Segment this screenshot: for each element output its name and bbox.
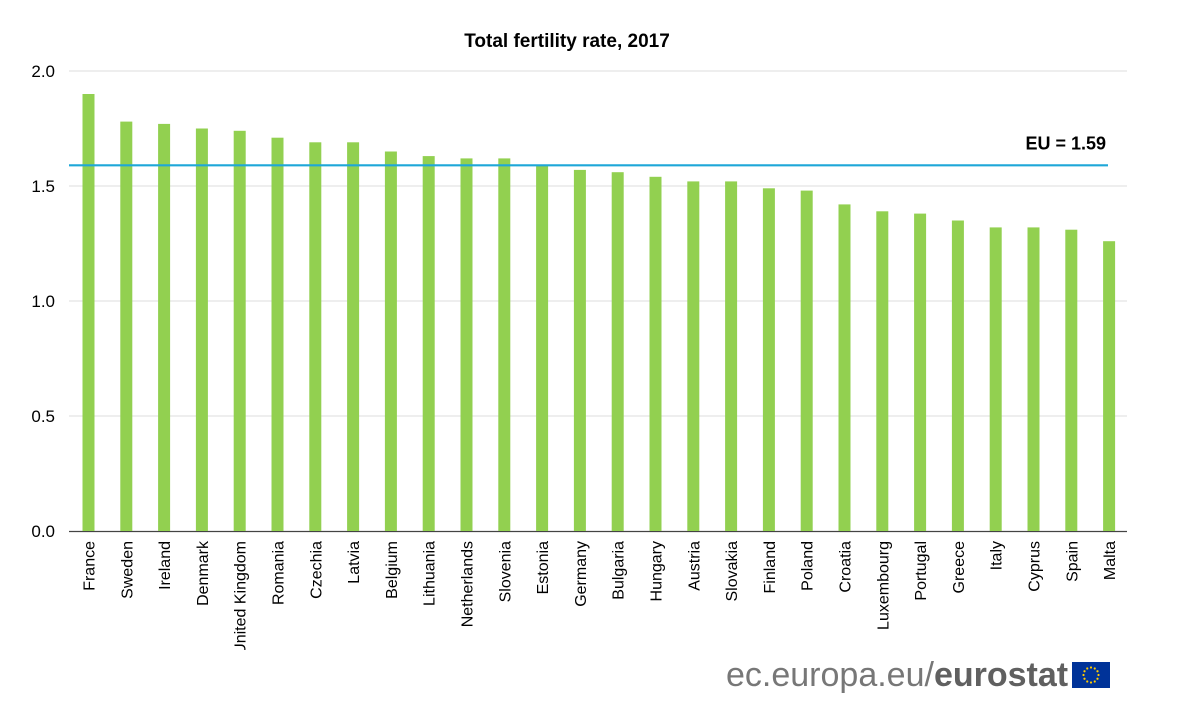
bar-estonia [536,165,549,532]
bar-slovenia [498,158,511,531]
flag-star [1096,677,1099,680]
y-axis-ticks: 0.0 0.5 1.0 1.5 2.0 [31,62,55,541]
x-tick-label: Romania [271,541,288,605]
x-tick-label: Latvia [346,541,363,584]
bar-czechia [309,142,322,532]
eurostat-footer: ec.europa.eu/eurostat [726,654,1111,696]
flag-star [1086,667,1089,670]
x-tick-label: Malta [1102,541,1119,580]
bars [82,94,1116,532]
flag-star [1083,670,1086,673]
y-tick-label: 1.5 [31,177,55,196]
bar-sweden [120,121,133,531]
x-tick-label: Cyprus [1027,541,1044,592]
bar-portugal [914,213,927,531]
bar-poland [800,190,813,531]
fertility-bar-chart: Total fertility rate, 2017 0.0 0.5 1.0 1.5 2… [31,31,1127,650]
x-tick-label: Estonia [535,541,552,594]
flag-star [1089,681,1093,684]
x-tick-label: Slovenia [497,541,514,602]
x-tick-label: Denmark [195,540,212,606]
x-tick-label: Slovakia [724,541,741,602]
bar-finland [762,188,775,532]
x-tick-label: Greece [951,541,968,594]
bar-romania [271,137,284,531]
x-tick-label: United Kingdom [233,541,250,650]
y-tick-label: 0.5 [31,407,55,426]
x-tick-label: Poland [800,541,817,591]
bar-luxembourg [876,211,889,532]
bar-france [82,94,95,531]
x-tick-label: Croatia [838,541,855,593]
x-tick-label: Bulgaria [611,541,628,600]
bar-greece [951,220,964,531]
flag-star [1083,677,1086,680]
bar-belgium [384,151,397,531]
eu-average-label: EU = 1.59 [1025,133,1106,153]
x-tick-label: Sweden [119,541,136,599]
x-tick-label: Luxembourg [875,541,892,630]
bar-lithuania [422,156,435,531]
bar-united-kingdom [233,130,246,532]
footer-brand: eurostat [933,655,1069,694]
bar-spain [1065,229,1078,531]
bar-malta [1103,241,1116,531]
y-tick-label: 1.0 [31,292,55,311]
flag-star [1082,673,1085,677]
flag-star [1096,670,1099,673]
x-tick-label: Lithuania [422,541,439,606]
y-tick-label: 0.0 [31,522,55,541]
x-tick-label: Czechia [308,541,325,599]
flag-star [1093,680,1096,683]
y-tick-label: 2.0 [31,62,55,81]
flag-star [1086,680,1089,683]
x-tick-label: Italy [989,541,1006,570]
bar-hungary [649,176,662,532]
x-tick-label: Spain [1064,541,1081,582]
bar-netherlands [460,158,473,531]
flag-star [1097,673,1100,677]
x-tick-label: Belgium [384,541,401,599]
footer-domain: ec.europa.eu/ [726,655,934,694]
x-tick-label: France [82,541,99,591]
x-tick-label: Ireland [157,541,174,590]
bar-cyprus [1027,227,1040,531]
x-tick-label: Austria [686,541,703,591]
grid-lines [69,70,1127,533]
bar-bulgaria [611,172,624,531]
x-tick-label: Netherlands [460,541,477,627]
eu-average-line-group: EU = 1.59 [69,133,1108,167]
bar-germany [573,169,586,531]
x-tick-label: Germany [573,541,590,607]
bar-italy [989,227,1002,531]
x-axis-labels: France Sweden Ireland Denmark United Kingdom… [82,540,1120,650]
eu-flag-icon [1072,662,1111,688]
bar-latvia [347,142,360,532]
flag-star [1093,667,1096,670]
bar-denmark [195,128,208,531]
x-tick-label: Hungary [649,541,666,601]
x-tick-label: Finland [762,541,779,593]
bar-austria [687,181,700,531]
x-tick-label: Portugal [913,541,930,601]
bar-ireland [158,123,171,532]
flag-star [1089,666,1093,669]
bar-slovakia [725,181,738,531]
chart-title: Total fertility rate, 2017 [464,31,670,52]
bar-croatia [838,204,851,531]
